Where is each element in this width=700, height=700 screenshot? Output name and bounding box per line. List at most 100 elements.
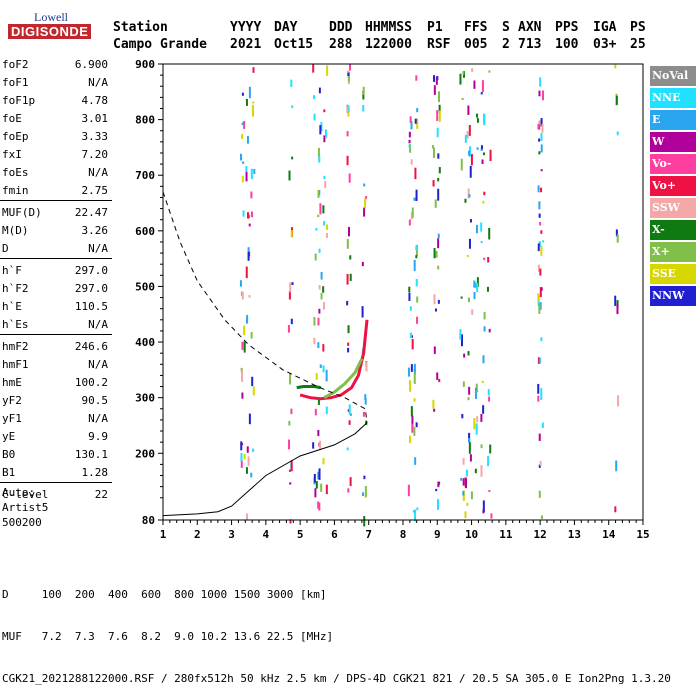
echo-dot	[539, 77, 542, 87]
echo-dot	[315, 481, 318, 489]
param-row: M(D) 3.26	[2, 224, 108, 238]
y-tick-label: 200	[135, 447, 155, 460]
echo-dot	[433, 248, 436, 259]
echo-dot	[245, 98, 248, 106]
echo-dot	[410, 120, 413, 130]
echo-dot	[361, 261, 364, 267]
echo-dot	[481, 80, 484, 92]
echo-dot	[461, 414, 464, 419]
x-tick-label: 15	[636, 528, 649, 541]
echo-dot	[409, 116, 412, 123]
echo-dot	[469, 454, 472, 462]
echo-dot	[410, 406, 413, 417]
param-name: D	[2, 242, 9, 255]
echo-dot	[320, 483, 323, 492]
param-row: hmE 100.2	[2, 376, 108, 390]
header-p1-value: RSF	[427, 37, 451, 52]
echo-dot	[248, 223, 251, 227]
echo-dot	[538, 138, 541, 142]
echo-dot	[319, 440, 322, 451]
param-row: h`F 297.0	[2, 264, 108, 278]
param-name: hmF2	[2, 340, 29, 353]
echo-dot	[481, 159, 484, 164]
param-value: 4.78	[81, 94, 109, 107]
echo-dot	[410, 159, 413, 165]
echo-dot	[243, 120, 246, 129]
legend-item-ssw: SSW	[650, 198, 696, 218]
echo-dot	[322, 286, 325, 293]
echo-dot	[408, 292, 411, 301]
echo-dot	[363, 475, 366, 480]
echo-dot	[250, 331, 253, 339]
echo-dot	[538, 357, 541, 364]
echo-dot	[411, 338, 414, 350]
echo-dot	[540, 230, 543, 234]
echo-dot	[361, 492, 364, 496]
echo-dot	[488, 227, 491, 240]
echo-dot	[433, 75, 436, 82]
param-row: yE 9.9	[2, 430, 108, 444]
param-row: C-level 22	[2, 488, 108, 502]
echo-dot	[250, 472, 253, 478]
artist-auto-label: Auto:	[2, 486, 36, 499]
echo-dot	[480, 145, 483, 150]
echo-dot	[291, 282, 294, 285]
echo-dot	[614, 64, 617, 69]
echo-dot	[290, 318, 293, 325]
header-s-value: 2	[502, 37, 510, 52]
echo-dot	[407, 367, 410, 377]
echo-dot	[538, 213, 541, 218]
echo-dot	[242, 161, 245, 164]
param-name: foF2	[2, 58, 29, 71]
echo-dot	[323, 175, 326, 180]
echo-dot	[325, 406, 328, 415]
echo-dot	[461, 97, 464, 100]
file-info-row: CGK21_2021288122000.RSF / 280fx512h 50 k…	[2, 672, 671, 685]
echo-dot	[409, 435, 412, 444]
echo-dot	[467, 397, 470, 401]
echo-dot	[251, 376, 254, 387]
echo-dot	[248, 413, 251, 425]
echo-dot	[362, 104, 365, 112]
echo-dot	[538, 90, 541, 97]
x-tick-label: 14	[602, 528, 616, 541]
echo-dot	[291, 105, 294, 109]
echo-dot	[362, 86, 365, 96]
x-tick-label: 7	[365, 528, 372, 541]
echo-dot	[415, 75, 418, 81]
echo-dot	[320, 293, 323, 300]
logo-digisonde-text: DIGISONDE	[8, 24, 92, 39]
param-value: N/A	[88, 76, 108, 89]
echo-dot	[415, 244, 418, 256]
echo-dot	[540, 337, 543, 342]
echo-dot	[347, 70, 350, 73]
echo-dot	[487, 257, 490, 263]
param-row: fxI 7.20	[2, 148, 108, 162]
y-tick-label: 900	[135, 58, 155, 71]
echo-dot	[476, 390, 479, 393]
echo-dot	[538, 151, 541, 155]
echo-dot	[317, 342, 320, 349]
header-ps-value: 25	[630, 37, 646, 52]
echo-dot	[246, 212, 249, 219]
echo-dot	[480, 241, 483, 244]
echo-dot	[362, 411, 365, 417]
param-name: h`F2	[2, 282, 29, 295]
param-row: B0 130.1	[2, 448, 108, 462]
echo-dot	[411, 207, 414, 218]
echo-dot	[289, 373, 292, 385]
legend-item-x-: X+	[650, 242, 696, 262]
echo-dot	[322, 344, 325, 352]
echo-dot	[243, 341, 246, 353]
echo-dot	[411, 335, 414, 338]
echo-dot	[240, 441, 243, 451]
echo-dot	[346, 131, 349, 137]
echo-dot	[414, 118, 417, 124]
echo-dot	[467, 351, 470, 356]
echo-dot	[434, 199, 437, 208]
echo-dot	[348, 420, 351, 425]
echo-dot	[466, 254, 469, 257]
echo-dot	[464, 198, 467, 203]
echo-dot	[434, 308, 437, 312]
param-name: foF1	[2, 76, 29, 89]
